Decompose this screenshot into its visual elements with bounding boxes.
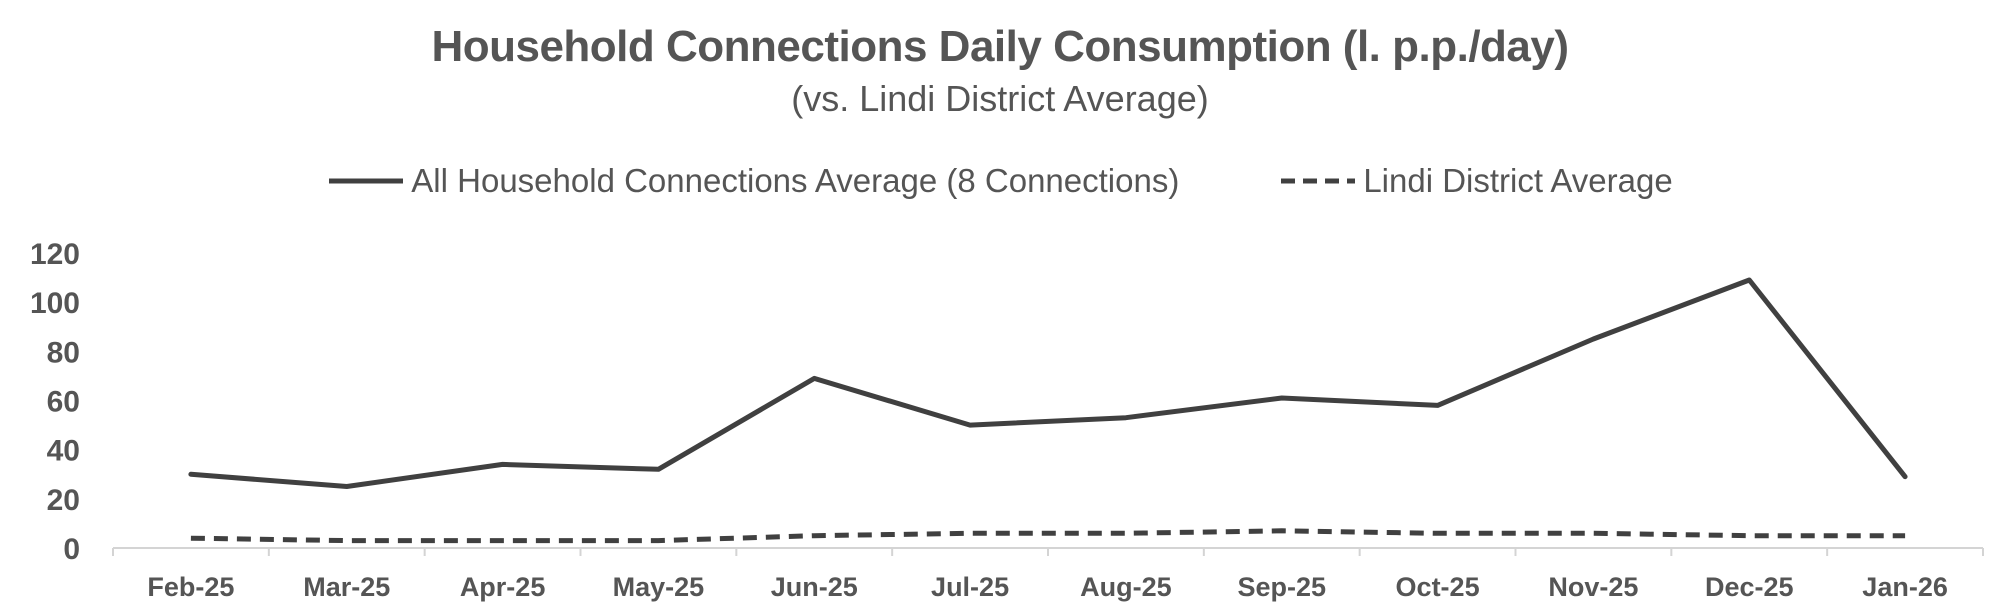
- y-tick-label: 40: [47, 435, 80, 468]
- legend-item-household: All Household Connections Average (8 Con…: [327, 162, 1179, 200]
- y-tick-label: 60: [47, 386, 80, 419]
- legend-item-district: Lindi District Average: [1279, 162, 1673, 200]
- y-tick-label: 120: [30, 238, 80, 271]
- x-tick-label: May-25: [613, 572, 705, 602]
- x-tick-label: Nov-25: [1548, 572, 1638, 602]
- y-tick-label: 80: [47, 336, 80, 369]
- legend-label-district: Lindi District Average: [1363, 162, 1673, 199]
- series-line-household: [188, 277, 1908, 489]
- x-tick-label: Jun-25: [771, 572, 858, 602]
- series-line-district: [190, 528, 1906, 544]
- x-tick-label: Aug-25: [1080, 572, 1172, 602]
- chart-title: Household Connections Daily Consumption …: [431, 22, 1569, 71]
- x-tick-label: Jan-26: [1862, 572, 1948, 602]
- x-tick-label: Mar-25: [303, 572, 390, 602]
- legend-label-household: All Household Connections Average (8 Con…: [411, 162, 1180, 199]
- legend-swatch-solid: [329, 178, 404, 184]
- x-tick-label: Dec-25: [1705, 572, 1794, 602]
- chart-subtitle: (vs. Lindi District Average): [791, 78, 1209, 119]
- y-tick-label: 100: [30, 287, 80, 320]
- y-tick-label: 0: [63, 533, 80, 566]
- x-tick-label: Jul-25: [931, 572, 1009, 602]
- legend-swatch-dashed: [1281, 178, 1356, 184]
- x-tick-label: Apr-25: [460, 572, 546, 602]
- x-tick-label: Feb-25: [147, 572, 234, 602]
- legend: All Household Connections Average (8 Con…: [0, 162, 2000, 200]
- x-tick-label: Oct-25: [1396, 572, 1480, 602]
- x-tick-label: Sep-25: [1237, 572, 1326, 602]
- y-tick-label: 20: [47, 484, 80, 517]
